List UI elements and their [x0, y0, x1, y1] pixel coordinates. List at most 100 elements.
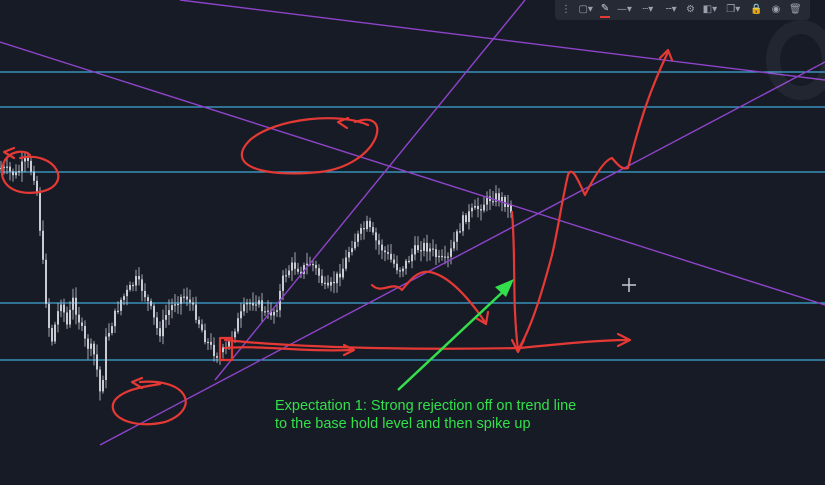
candle-body: [153, 305, 155, 318]
candle-body: [465, 215, 467, 222]
candle-body: [459, 231, 461, 233]
candle-body: [21, 161, 23, 172]
candle-body: [237, 318, 239, 332]
candle-body: [366, 220, 368, 230]
candle-body: [165, 314, 167, 320]
candle-body: [426, 242, 428, 252]
object-tree-icon[interactable]: ◧▾: [702, 4, 718, 15]
horizontal-arrow-right: [223, 338, 630, 350]
candle-body: [243, 304, 245, 312]
candle-body: [372, 227, 374, 233]
lock-icon[interactable]: 🔒: [750, 4, 763, 15]
candle-body: [333, 281, 335, 284]
trend-line-4: [179, 0, 825, 81]
candle-body: [144, 290, 146, 298]
drop-and-spike-arrowhead: [658, 48, 674, 62]
candle-body: [432, 248, 434, 250]
candle-body: [396, 263, 398, 271]
drawing-toolbar: ⋮ ▢▾ ✎ —▾ ┄▾ ╌▾ ⚙ ◧▾ ❐▾ 🔒 ◉ 🗑: [555, 0, 810, 20]
horizontal-arrow-mid: [223, 346, 354, 352]
candle-body: [447, 256, 449, 258]
candle-body: [441, 255, 443, 258]
candle-body: [18, 171, 20, 173]
line-style-2-icon[interactable]: ╌▾: [665, 4, 677, 15]
candle-body: [357, 233, 359, 242]
candle-body: [105, 336, 107, 380]
candle-body: [81, 322, 83, 326]
candle-body: [303, 265, 305, 274]
settings-icon[interactable]: ⚙: [686, 4, 696, 15]
candle-body: [486, 196, 488, 205]
candle-body: [57, 311, 59, 325]
candle-body: [36, 180, 38, 193]
candle-body: [147, 297, 149, 302]
candle-body: [111, 326, 113, 334]
candle-body: [183, 296, 185, 298]
candle-body: [201, 324, 203, 331]
candle-body: [198, 319, 200, 325]
candle-body: [363, 228, 365, 230]
candle-body: [6, 166, 8, 168]
candle-body: [3, 166, 5, 169]
candle-body: [42, 230, 44, 260]
candle-body: [120, 299, 122, 311]
candle-body: [180, 296, 182, 304]
candle-body: [90, 343, 92, 349]
candle-body: [405, 260, 407, 269]
candle-body: [141, 279, 143, 291]
candle-body: [501, 196, 503, 201]
horizontal-arrow-right-arrowhead: [616, 332, 632, 348]
candle-body: [417, 245, 419, 251]
trend-lines: [0, 0, 825, 446]
candle-body: [117, 310, 119, 313]
line-style-icon[interactable]: ┄▾: [642, 4, 654, 15]
candle-body: [129, 284, 131, 290]
candle-body: [93, 343, 95, 355]
candle-body: [468, 211, 470, 222]
candle-body: [375, 232, 377, 241]
line-width-icon[interactable]: —▾: [616, 4, 632, 15]
candle-body: [270, 310, 272, 316]
brush-color-icon[interactable]: ✎: [600, 2, 610, 18]
clone-icon[interactable]: ❐▾: [726, 4, 741, 15]
candle-body: [336, 273, 338, 284]
candle-body: [174, 304, 176, 306]
candle-body: [462, 215, 464, 232]
template-icon[interactable]: ▢▾: [578, 4, 593, 15]
candle-body: [477, 205, 479, 210]
candle-body: [312, 263, 314, 266]
delete-trash-icon[interactable]: 🗑: [789, 4, 802, 15]
candle-body: [177, 303, 179, 306]
candle-body: [135, 276, 137, 286]
candle-body: [72, 297, 74, 310]
candle-body: [339, 273, 341, 278]
candle-body: [267, 310, 269, 312]
candle-body: [150, 301, 152, 306]
candle-body: [33, 171, 35, 181]
candle-body: [249, 302, 251, 305]
candle-body: [186, 296, 188, 300]
candle-body: [255, 304, 257, 306]
candle-body: [24, 157, 26, 162]
candlesticks: [0, 151, 512, 401]
candle-body: [0, 167, 2, 170]
candle-body: [423, 242, 425, 251]
drag-handle-icon[interactable]: ⋮: [561, 4, 571, 15]
small-wave: [370, 270, 487, 324]
candle-body: [288, 270, 290, 276]
candle-body: [321, 275, 323, 283]
candle-body: [369, 220, 371, 228]
candle-body: [48, 303, 50, 329]
candle-body: [60, 304, 62, 312]
candle-body: [138, 276, 140, 280]
visibility-eye-icon[interactable]: ◉: [771, 4, 781, 15]
candle-body: [294, 262, 296, 269]
candle-body: [429, 248, 431, 252]
drop-tip: [510, 338, 526, 354]
candle-body: [471, 207, 473, 212]
candle-body: [99, 369, 101, 392]
candle-body: [12, 171, 14, 176]
candle-body: [390, 253, 392, 260]
